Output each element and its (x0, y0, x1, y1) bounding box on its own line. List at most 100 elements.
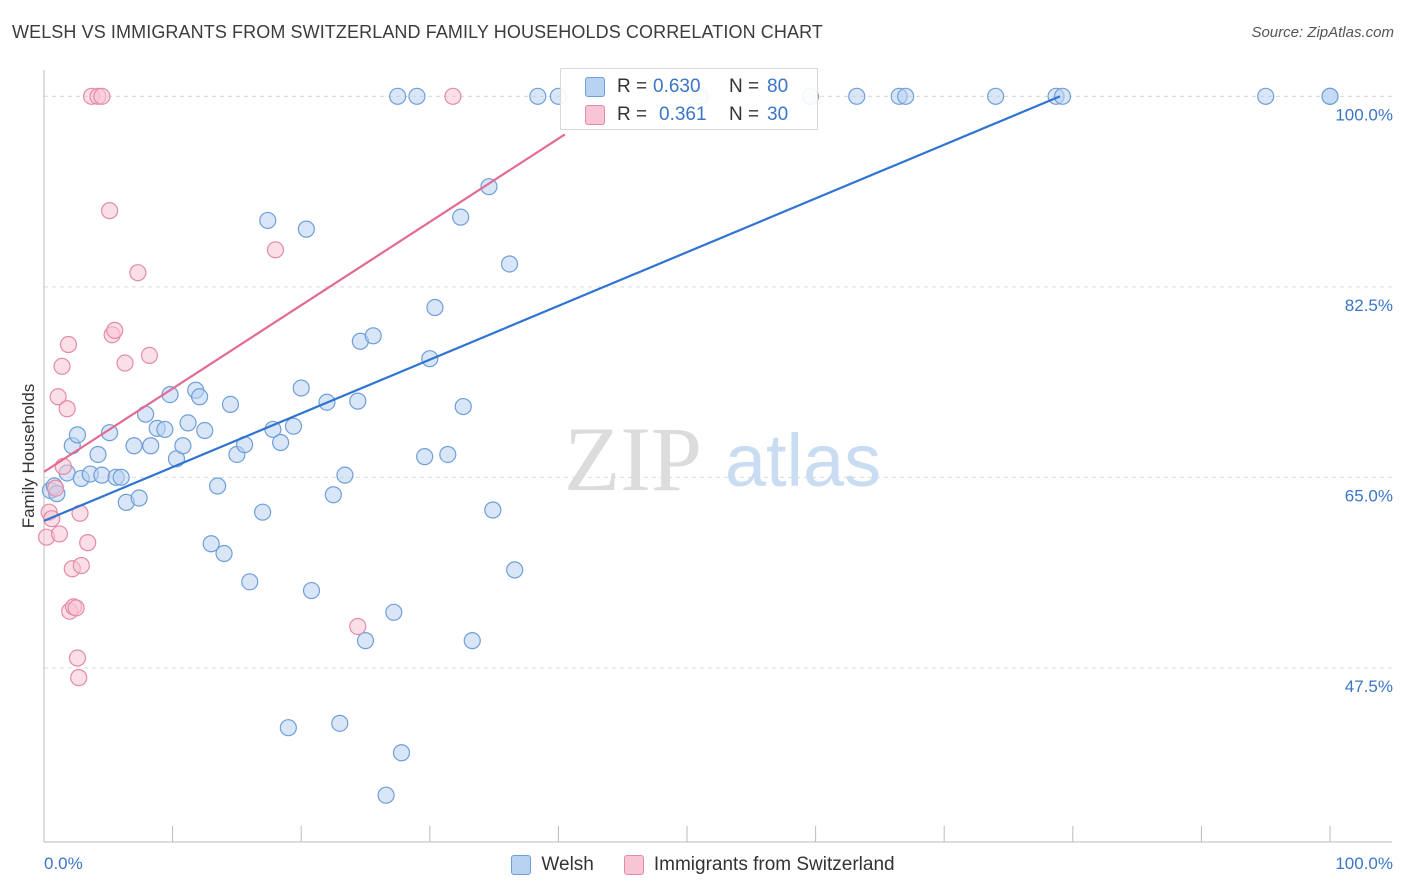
welsh-point (284, 417, 303, 435)
welsh-point (1321, 87, 1339, 105)
swiss-trend-line (43, 133, 566, 473)
swiss-point (106, 321, 124, 339)
welsh-point (125, 437, 143, 455)
welsh-point (897, 87, 915, 105)
welsh-point (331, 714, 349, 732)
swiss-point (58, 400, 76, 418)
welsh-trend-line (43, 95, 1061, 522)
welsh-point (174, 437, 192, 455)
welsh-point (848, 87, 866, 105)
welsh-point (191, 388, 209, 406)
source-credit: Source: ZipAtlas.com (1251, 24, 1394, 41)
welsh-point (142, 437, 160, 455)
legend-item-swiss[interactable]: Immigrants from Switzerland (623, 854, 895, 876)
welsh-point (349, 392, 367, 410)
welsh-point (156, 420, 174, 439)
welsh-point (221, 395, 240, 413)
legend-item-welsh[interactable]: Welsh (511, 854, 594, 876)
swiss-point (349, 617, 367, 636)
chart-title: WELSH VS IMMIGRANTS FROM SWITZERLAND FAM… (12, 22, 823, 42)
welsh-point (259, 211, 277, 230)
trend-layer (43, 95, 1061, 522)
welsh-point (408, 87, 426, 105)
welsh-point (439, 445, 457, 464)
welsh-point (356, 632, 375, 650)
swiss-point (93, 87, 111, 105)
series-legend: Welsh Immigrants from Switzerland (0, 852, 1406, 878)
swiss-point (116, 354, 134, 372)
legend-label-swiss: Immigrants from Switzerland (653, 854, 895, 875)
y-tick-label: 65.0% (1345, 486, 1393, 505)
y-axis-label: Family Households (19, 384, 38, 529)
legend-swatch-swiss (623, 855, 644, 875)
welsh-point (529, 87, 547, 105)
y-tick-label: 82.5% (1345, 296, 1393, 315)
swiss-point (68, 649, 87, 667)
welsh-point (364, 327, 382, 345)
x-tick-label-max: 100.0% (1335, 854, 1393, 873)
swiss-point (70, 669, 88, 687)
welsh-point (292, 379, 310, 397)
welsh-point (130, 489, 148, 507)
watermark: ZIP atlas (564, 408, 881, 510)
stats-legend-row-swiss: R = 0.361 N = 30 (561, 101, 817, 129)
welsh-point (500, 255, 519, 273)
label-layer: 47.5% 65.0% 82.5% 100.0% 0.0% 100.0% (44, 105, 1393, 873)
swiss-r-value: 0.361 (659, 104, 707, 125)
x-tick-label-min: 0.0% (44, 854, 83, 873)
welsh-point (254, 503, 272, 521)
welsh-r-label: R = (617, 76, 648, 97)
watermark-zip: ZIP (564, 408, 702, 510)
welsh-point (463, 632, 481, 650)
welsh-point (454, 397, 472, 416)
welsh-point (324, 486, 342, 504)
welsh-point (480, 178, 498, 196)
welsh-point (196, 421, 214, 440)
welsh-point (392, 744, 411, 762)
points-layer (37, 87, 1339, 804)
welsh-point (297, 220, 315, 238)
legend-swatch-welsh (511, 855, 532, 875)
welsh-point (209, 477, 227, 495)
welsh-n-label: N = (729, 76, 760, 97)
y-tick-label: 47.5% (1345, 677, 1393, 696)
welsh-point (68, 426, 87, 444)
welsh-point (241, 573, 259, 591)
swiss-swatch (585, 105, 605, 125)
welsh-n-value: 80 (767, 76, 789, 97)
welsh-point (385, 603, 403, 621)
stats-legend: R = 0.630 N = 80 R = 0.361 N = 30 (560, 68, 818, 130)
welsh-point (389, 87, 407, 105)
welsh-point (279, 719, 297, 737)
legend-label-welsh: Welsh (541, 854, 594, 875)
swiss-point (444, 87, 462, 105)
welsh-point (377, 786, 395, 804)
swiss-n-value: 30 (767, 104, 789, 125)
welsh-point (89, 445, 107, 464)
axes-layer (43, 70, 1392, 843)
swiss-point (67, 599, 85, 617)
welsh-point (484, 501, 502, 519)
swiss-point (129, 264, 147, 282)
welsh-point (100, 424, 119, 442)
welsh-swatch (585, 77, 605, 97)
welsh-point (987, 87, 1005, 105)
welsh-point (302, 581, 321, 600)
swiss-point (72, 556, 90, 575)
swiss-n-label: N = (729, 104, 760, 125)
swiss-point (79, 534, 97, 552)
welsh-point (1257, 87, 1275, 105)
watermark-atlas: atlas (725, 419, 881, 502)
welsh-point (506, 561, 524, 579)
welsh-point (336, 466, 354, 484)
welsh-point (112, 468, 130, 486)
swiss-point (54, 457, 72, 476)
welsh-point (215, 544, 233, 563)
welsh-point (1053, 87, 1072, 105)
welsh-point (179, 414, 197, 432)
stats-legend-row-welsh: R = 0.630 N = 80 (561, 73, 817, 101)
swiss-point (59, 335, 78, 354)
swiss-point (140, 346, 159, 365)
swiss-point (50, 525, 69, 543)
